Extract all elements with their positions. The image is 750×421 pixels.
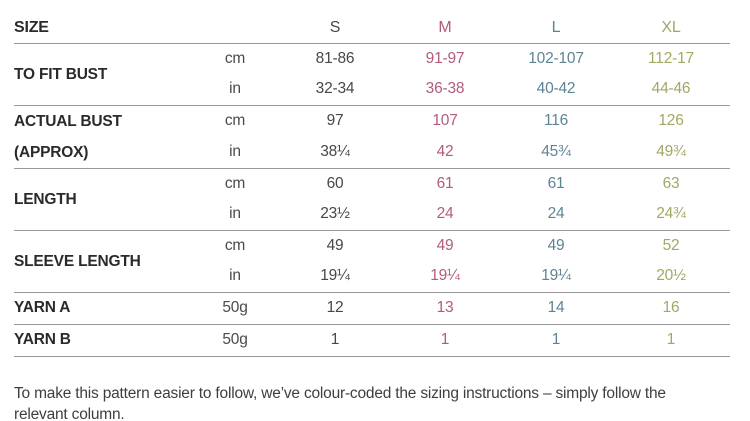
value-cell: 16 (612, 292, 730, 325)
value-cell: 32-34 (280, 74, 390, 106)
colour-code-note: To make this pattern easier to follow, w… (14, 384, 666, 421)
value-cell: 81-86 (315, 49, 355, 67)
table-row: TO FIT BUST cm 81-86 91-97 102-107 112-1… (14, 43, 730, 106)
value-cell: 49 (436, 236, 454, 254)
table-row: in 38¼ 42 45¾ 49¾ (14, 136, 730, 169)
value-cell: 1 (390, 324, 500, 357)
value-cell: 42 (390, 136, 500, 169)
value-cell: 63 (662, 174, 680, 192)
value-cell: 107 (432, 112, 458, 129)
size-chart-title: SIZE (14, 13, 190, 44)
value-cell: 12 (280, 292, 390, 325)
unit-cell: 50g (190, 324, 280, 357)
row-label-sleeve-length: SLEEVE LENGTH (14, 230, 190, 293)
value-cell: 13 (390, 292, 500, 325)
value-cell: 20½ (612, 261, 730, 293)
size-chart-table: SIZE S M L XL TO FIT BUST cm 81-86 91-97… (14, 13, 730, 357)
unit-cell: in (190, 261, 280, 293)
size-header-row: SIZE S M L XL (14, 13, 730, 44)
value-cell: 19¼ (500, 261, 612, 293)
table-row: in 19¼ 19¼ 19¼ 20½ (14, 261, 730, 293)
value-cell: 38¼ (280, 136, 390, 169)
value-cell: 112-17 (648, 49, 694, 67)
value-cell: 49 (326, 236, 344, 254)
value-cell: 49 (547, 236, 565, 254)
unit-cell: cm (224, 112, 246, 129)
unit-cell: 50g (190, 292, 280, 325)
unit-cell: cm (224, 49, 246, 67)
value-cell: 61 (436, 174, 454, 192)
value-cell: 19¼ (390, 261, 500, 293)
unit-cell: in (190, 199, 280, 231)
value-cell: 19¼ (280, 261, 390, 293)
value-cell: 116 (543, 112, 569, 129)
table-row: YARN A 50g 12 13 14 16 (14, 292, 730, 325)
value-cell: 60 (326, 174, 344, 192)
col-header-l: L (500, 13, 612, 44)
value-cell: 24 (390, 199, 500, 231)
col-header-xl: XL (612, 13, 730, 44)
unit-header-empty (190, 13, 280, 44)
col-header-m: M (390, 13, 500, 44)
value-cell: 23½ (280, 199, 390, 231)
value-cell: 1 (280, 324, 390, 357)
unit-cell: in (190, 136, 280, 169)
unit-cell: in (190, 74, 280, 106)
row-label-length: LENGTH (14, 168, 190, 231)
value-cell: 102-107 (528, 49, 584, 67)
row-label-yarn-a: YARN A (14, 292, 190, 325)
row-label-to-fit-bust: TO FIT BUST (14, 43, 190, 106)
value-cell: 24 (500, 199, 612, 231)
pattern-size-page: SIZE S M L XL TO FIT BUST cm 81-86 91-97… (0, 13, 750, 421)
value-cell: 91-97 (425, 49, 465, 67)
value-cell: 14 (500, 292, 612, 325)
unit-cell: cm (224, 236, 246, 254)
row-label-yarn-b: YARN B (14, 324, 190, 357)
row-label-actual-bust: ACTUAL BUST (APPROX) (14, 105, 190, 169)
table-row: ACTUAL BUST (APPROX) cm 97 107 116 126 (14, 105, 730, 169)
value-cell: 24¾ (612, 199, 730, 231)
table-row: SLEEVE LENGTH cm 49 49 49 52 (14, 230, 730, 293)
value-cell: 44-46 (612, 74, 730, 106)
value-cell: 97 (326, 112, 344, 129)
value-cell: 1 (500, 324, 612, 357)
table-row: in 32-34 36-38 40-42 44-46 (14, 74, 730, 106)
value-cell: 45¾ (500, 136, 612, 169)
value-cell: 1 (612, 324, 730, 357)
value-cell: 52 (662, 236, 680, 254)
table-row: YARN B 50g 1 1 1 1 (14, 324, 730, 357)
unit-cell: cm (224, 174, 246, 192)
value-cell: 126 (658, 112, 684, 129)
value-cell: 49¾ (612, 136, 730, 169)
value-cell: 36-38 (390, 74, 500, 106)
table-row: LENGTH cm 60 61 61 63 (14, 168, 730, 231)
col-header-s: S (280, 13, 390, 44)
table-row: in 23½ 24 24 24¾ (14, 199, 730, 231)
value-cell: 61 (547, 174, 565, 192)
value-cell: 40-42 (500, 74, 612, 106)
